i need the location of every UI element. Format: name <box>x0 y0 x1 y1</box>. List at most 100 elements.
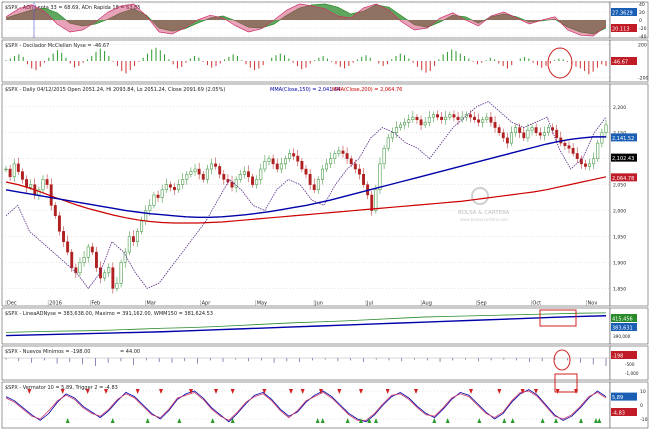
sell-arrow-icon <box>319 389 323 394</box>
price-candle-body <box>53 205 57 217</box>
oscillator-panel: $SPX - ADn Lenta 33 = 68.69, ADn Rapida … <box>1 1 649 40</box>
sell-arrow-icon <box>414 389 418 394</box>
sell-arrow-icon <box>60 389 65 394</box>
price-axis-box <box>609 83 649 307</box>
price-candle-body <box>148 205 152 211</box>
osc-ytick: -20 <box>639 26 647 32</box>
price-candle-body <box>279 163 283 170</box>
price-candle-body <box>238 173 242 180</box>
price-candle-body <box>308 173 312 185</box>
new-lows-label: -198 <box>612 354 623 360</box>
price-candle-body <box>448 114 452 118</box>
price-legend-entry: MMA(Close,200) = 2,064.76 <box>332 87 402 93</box>
price-candle-body <box>205 168 209 180</box>
osc-label: 27.3629 <box>612 11 633 17</box>
price-candle-body <box>131 236 135 242</box>
price-candle-body <box>411 116 415 120</box>
osc-ytick: 0 <box>639 18 642 24</box>
price-candle-body <box>20 171 24 180</box>
price-candle-body <box>423 122 427 126</box>
vermator-highlight-box <box>554 373 578 393</box>
sell-arrow-icon <box>135 389 140 394</box>
breadth-2-label: 383,631 <box>612 326 633 332</box>
price-ma150-label-box <box>611 133 637 142</box>
price-candle-body <box>185 173 189 180</box>
price-xlabel: Jul <box>366 301 373 307</box>
new-lows-frame <box>1 345 611 381</box>
price-candle-body <box>604 124 608 133</box>
price-candle-body <box>267 158 271 162</box>
price-candle-body <box>12 163 16 178</box>
buy-arrow-icon <box>502 418 507 423</box>
buy-arrow-icon <box>359 418 363 423</box>
price-candle-body <box>160 189 164 198</box>
price-candle-body <box>259 168 263 180</box>
vermator-2-label-box <box>611 408 637 416</box>
price-candle-body <box>123 251 127 263</box>
ma200-line <box>5 176 607 224</box>
price-candle-body <box>218 166 222 175</box>
price-candle-body <box>431 114 435 118</box>
price-candle-body <box>78 262 82 274</box>
price-candle-body <box>407 119 411 123</box>
osc-line-0 <box>5 3 607 35</box>
vermator-label: 5,89 <box>612 395 623 401</box>
price-candle-body <box>177 184 181 191</box>
price-candle-body <box>152 194 156 206</box>
price-xlabel: Dec <box>7 301 17 307</box>
price-xlabel: Nov <box>588 301 598 307</box>
price-candle-body <box>600 132 604 144</box>
breadth-line-0 <box>5 312 607 333</box>
buy-arrow-icon <box>367 418 372 423</box>
breadth-line-1 <box>5 315 607 337</box>
price-close-label-box <box>611 153 637 162</box>
sell-arrow-icon <box>534 389 538 394</box>
price-candle-body <box>497 127 501 133</box>
price-xlabel: Sep <box>477 301 486 307</box>
price-candle-body <box>255 179 259 185</box>
price-candle-body <box>468 114 472 118</box>
new-lows-title: $SPX - Nuevos Minimos = -198.00 <box>5 349 90 355</box>
price-candle-body <box>575 153 579 159</box>
vermator-2-label: -4,83 <box>612 411 625 417</box>
price-candle-body <box>440 116 444 120</box>
sell-arrow-icon <box>385 389 390 394</box>
price-ytick: 2,000 <box>613 209 626 215</box>
price-ytick: 2,050 <box>613 183 626 189</box>
price-candle-body <box>312 184 316 191</box>
sell-arrow-icon <box>300 389 305 394</box>
price-overlay-line <box>5 101 607 290</box>
price-candle-body <box>341 150 345 154</box>
price-candle-body <box>300 161 304 170</box>
sell-arrow-icon <box>230 389 235 394</box>
mcc-label: -46.67 <box>612 60 628 66</box>
price-candle-body <box>584 163 587 167</box>
price-candle-body <box>263 161 267 170</box>
buy-arrow-icon <box>177 418 182 423</box>
breadth-2-label-box <box>611 323 637 331</box>
osc-area-0 <box>6 4 606 34</box>
price-candle-body <box>115 282 119 289</box>
price-candle-body <box>222 173 226 180</box>
price-candle-body <box>288 153 292 159</box>
mcc-ytick: 200 <box>638 42 647 48</box>
price-candle-body <box>230 181 234 188</box>
price-xlabel: May <box>257 301 267 307</box>
buy-arrow-icon <box>432 418 437 423</box>
sell-arrow-icon <box>520 389 525 394</box>
price-candle-body <box>90 246 94 253</box>
price-candle-body <box>378 163 382 191</box>
price-candle-body <box>456 116 460 120</box>
vermator-ytick: -10 <box>640 417 648 423</box>
price-candle-body <box>567 145 571 149</box>
breadth-label: 415,456 <box>612 317 633 323</box>
price-candle-body <box>477 119 481 123</box>
price-candle-body <box>136 231 139 242</box>
price-candle-body <box>144 210 148 222</box>
price-candle-body <box>62 231 65 242</box>
new-lows-label-box <box>611 351 637 359</box>
price-candle-body <box>374 189 378 211</box>
price-candle-body <box>489 116 493 123</box>
price-candle-body <box>464 114 468 118</box>
